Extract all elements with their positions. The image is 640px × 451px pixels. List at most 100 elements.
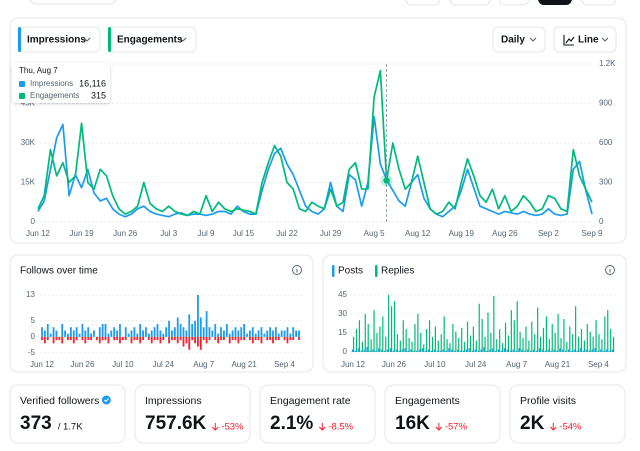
- bar: [269, 327, 272, 337]
- card-value: 2K: [520, 413, 545, 434]
- bar: [355, 329, 358, 352]
- bar: [104, 336, 107, 341]
- bar: [280, 330, 283, 337]
- info-icon[interactable]: [292, 265, 302, 275]
- top-control[interactable]: [581, 0, 617, 6]
- bar: [168, 320, 170, 337]
- bar: [237, 330, 240, 337]
- button-frame[interactable]: [492, 26, 546, 53]
- top-control[interactable]: [405, 0, 441, 6]
- info-circle[interactable]: [292, 265, 302, 275]
- bar: [594, 348, 596, 352]
- bar: [179, 336, 182, 341]
- bar: [407, 350, 409, 352]
- bar: [110, 330, 113, 337]
- metric-button[interactable]: Impressions: [17, 26, 101, 53]
- bar: [98, 336, 101, 344]
- x-tick-label: Aug 26: [492, 229, 518, 238]
- bar: [159, 330, 162, 337]
- bar: [595, 320, 597, 352]
- bar: [182, 336, 185, 347]
- bar: [522, 338, 524, 352]
- bar: [55, 330, 58, 337]
- card-value: 373: [20, 413, 52, 434]
- x-tick-label: Aug 21: [231, 360, 257, 369]
- x-tick-label: Jul 10: [424, 360, 446, 369]
- bar: [481, 318, 483, 352]
- bar: [589, 331, 591, 352]
- bar: [202, 336, 205, 341]
- bar: [228, 336, 231, 344]
- bar: [451, 349, 453, 352]
- bar: [113, 327, 116, 337]
- button-label[interactable]: Line: [578, 35, 599, 46]
- button-frame[interactable]: [553, 26, 617, 53]
- bar: [375, 350, 377, 352]
- bar: [539, 336, 542, 352]
- chart-title: Follows over time: [20, 266, 98, 277]
- y-tick-label: 13: [26, 290, 35, 299]
- bar: [145, 327, 147, 337]
- bar: [367, 324, 369, 352]
- bar: [562, 349, 564, 352]
- top-control[interactable]: [498, 0, 530, 6]
- bar: [249, 336, 251, 341]
- bar: [475, 340, 477, 352]
- tooltip-value: 315: [91, 90, 106, 100]
- y-tick-label: 600: [599, 138, 613, 147]
- top-control[interactable]: [449, 0, 491, 6]
- bar: [78, 333, 81, 337]
- bar: [486, 350, 488, 352]
- bar: [372, 349, 374, 352]
- style-button[interactable]: Line: [553, 26, 617, 53]
- button-label[interactable]: Engagements: [117, 35, 183, 46]
- bar: [98, 327, 101, 337]
- button-label[interactable]: Daily: [501, 35, 525, 46]
- metric-button[interactable]: Engagements: [107, 26, 197, 53]
- button-label[interactable]: Impressions: [27, 35, 86, 46]
- info-icon[interactable]: [605, 265, 615, 275]
- bar: [516, 301, 518, 352]
- bar: [507, 335, 510, 352]
- down-arrow: [435, 423, 443, 431]
- x-tick-label: Aug 5: [364, 229, 385, 238]
- kpi-card: Impressions 757.6K -53%: [134, 384, 251, 444]
- card-suffix: / 1.7K: [58, 422, 83, 433]
- bar: [150, 336, 153, 344]
- bar: [223, 330, 225, 337]
- bar: [518, 348, 520, 352]
- bar: [231, 330, 234, 337]
- top-control[interactable]: [29, 0, 117, 5]
- top-control-active[interactable]: [538, 0, 572, 5]
- x-tick-label: Sep 4: [588, 360, 609, 369]
- bar: [220, 327, 222, 337]
- bar: [500, 350, 502, 352]
- bar: [393, 301, 396, 352]
- tooltip-value: 16,116: [79, 78, 106, 88]
- interval-button[interactable]: Daily: [492, 26, 546, 53]
- bar: [84, 330, 87, 337]
- bar: [541, 349, 543, 352]
- card-frame: [384, 384, 501, 444]
- bar: [234, 327, 237, 337]
- kpi-card: Profile visits 2K -54%: [509, 384, 626, 444]
- bar: [194, 320, 196, 337]
- bar: [579, 348, 581, 352]
- bar: [61, 324, 64, 337]
- bar: [199, 317, 202, 337]
- bar: [52, 336, 55, 344]
- bar: [417, 313, 419, 352]
- bar: [72, 330, 75, 337]
- x-tick-label: Jul 24: [465, 360, 487, 369]
- bar: [426, 329, 428, 352]
- bar: [410, 349, 412, 352]
- bar: [535, 350, 538, 352]
- bar: [69, 327, 72, 337]
- bar: [286, 336, 289, 344]
- bar: [360, 350, 362, 352]
- bar: [420, 332, 422, 352]
- bar: [168, 336, 170, 344]
- info-circle[interactable]: [605, 265, 615, 275]
- bar: [251, 336, 254, 344]
- tooltip-swatch: [19, 93, 25, 99]
